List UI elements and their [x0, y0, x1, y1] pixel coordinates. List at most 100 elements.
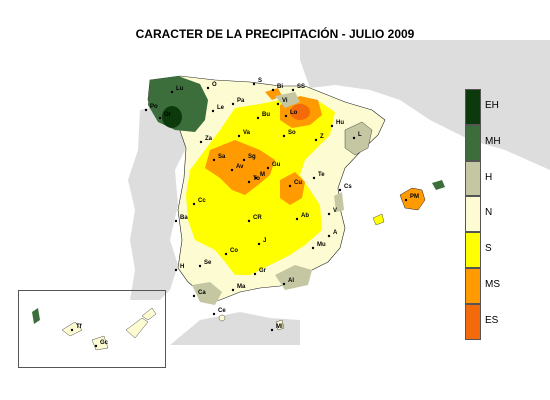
legend-swatch-eh — [465, 89, 481, 125]
station-label-av: Av — [236, 164, 244, 170]
station-dot-lo — [284, 114, 288, 118]
station-dot-o — [206, 86, 210, 90]
legend-label-n: N — [485, 207, 493, 219]
station-label-lu: Lu — [176, 86, 184, 92]
station-label-cs: Cs — [344, 184, 352, 190]
station-dot-a — [327, 234, 331, 238]
station-label-ml: Ml — [276, 324, 283, 330]
region-es-logrono — [290, 104, 310, 120]
station-dot-se — [198, 264, 202, 268]
station-label-ca: Ca — [198, 290, 206, 296]
region-h-valencia-coast — [334, 192, 344, 212]
station-dot-or — [158, 116, 162, 120]
legend-swatch-es — [465, 303, 481, 340]
station-dot-ml — [270, 328, 274, 332]
station-label-a: A — [333, 230, 338, 236]
station-label-bi: Bi — [277, 84, 283, 90]
region-ms-center — [205, 140, 275, 195]
station-label-po: Po — [150, 104, 158, 110]
station-label-bu: Bu — [262, 112, 270, 118]
station-label-gr: Gr — [259, 268, 267, 274]
station-dot-z — [314, 138, 318, 142]
background-land-portugal — [128, 105, 185, 300]
station-label-tf: Tf — [76, 324, 83, 330]
region-ms-cuenca — [280, 172, 305, 205]
legend-swatch-s — [465, 232, 481, 268]
station-label-vi: Vi — [282, 98, 288, 104]
station-dot-pm — [404, 198, 408, 202]
station-labels: Lu O S Bi SS Vi Pa Lo Le Or Po Bu Hu Za Va So Z L Sa Sg Av Gu… — [70, 78, 419, 348]
region-h-lleida — [344, 121, 373, 156]
station-label-gu: Gu — [272, 162, 281, 168]
station-label-va: Va — [243, 130, 251, 136]
station-label-hu: Hu — [336, 120, 344, 126]
station-label-s: S — [258, 78, 262, 84]
station-label-ba: Ba — [180, 215, 188, 221]
station-label-so: So — [288, 130, 296, 136]
legend-swatch-ms — [465, 267, 481, 304]
station-dot-m — [254, 176, 258, 180]
legend-label-ms: MS — [485, 278, 500, 290]
station-dot-ba — [174, 219, 178, 223]
station-label-co: Co — [230, 248, 238, 254]
station-dot-to — [247, 180, 251, 184]
station-dot-hu — [330, 124, 334, 128]
legend-label-s: S — [485, 243, 492, 255]
station-dot-j — [257, 242, 261, 246]
background-land-africa — [170, 312, 300, 345]
station-label-ce: Ce — [218, 308, 226, 314]
station-label-cr: CR — [253, 215, 262, 221]
map-title: CARACTER DE LA PRECIPITACIÓN - JULIO 200… — [135, 27, 415, 41]
station-dot-mu — [311, 246, 315, 250]
station-dot-te — [312, 176, 316, 180]
region-baleares-mallorca — [399, 187, 426, 211]
legend: EH MH H N S MS ES — [465, 89, 501, 340]
region-baleares-ibiza — [372, 213, 385, 226]
station-dot-ab — [295, 217, 299, 221]
legend-swatch-n — [465, 196, 481, 233]
station-label-cu: Cu — [294, 180, 302, 186]
station-dot-v — [327, 212, 331, 216]
station-label-v: V — [333, 208, 337, 214]
station-dot-tf — [70, 328, 74, 332]
station-label-cc: Cc — [198, 198, 206, 204]
station-dot-pa — [231, 102, 235, 106]
station-dot-cr — [247, 219, 251, 223]
station-label-sg: Sg — [248, 154, 256, 160]
station-dot-ce — [212, 312, 216, 316]
station-label-gc: Gc — [100, 340, 109, 346]
station-label-ma: Ma — [237, 284, 246, 290]
legend-label-h: H — [485, 171, 493, 183]
background-land-france — [300, 40, 550, 170]
station-label-se: Se — [204, 260, 212, 266]
station-label-or: Or — [164, 112, 172, 118]
legend-label-mh: MH — [485, 135, 501, 147]
station-label-te: Te — [318, 172, 325, 178]
station-label-mu: Mu — [317, 242, 326, 248]
station-dot-va — [237, 134, 241, 138]
station-label-pm: PM — [410, 194, 419, 200]
region-h-cadiz — [192, 282, 222, 305]
station-dot-le — [211, 109, 215, 113]
station-dot-sg — [242, 158, 246, 162]
station-dot-gc — [94, 344, 98, 348]
station-dot-po — [144, 108, 148, 112]
station-label-ss: SS — [297, 84, 305, 90]
station-dot-sa — [212, 158, 216, 162]
station-label-ab: Ab — [301, 213, 309, 219]
station-label-le: Le — [217, 105, 225, 111]
region-melilla — [275, 319, 285, 331]
station-dot-h — [174, 268, 178, 272]
legend-swatch-mh — [465, 124, 481, 161]
station-dot-vi — [276, 102, 280, 106]
station-label-lo: Lo — [290, 110, 298, 116]
region-baleares-menorca — [432, 180, 445, 190]
region-canarias-lanzarote — [141, 307, 157, 321]
station-dot-gu — [266, 166, 270, 170]
station-dot-cu — [288, 184, 292, 188]
station-dot-ma — [231, 288, 235, 292]
station-label-m: M — [260, 172, 265, 178]
legend-label-es: ES — [485, 314, 499, 326]
station-dot-lu — [170, 90, 174, 94]
region-canarias-fuerteventura — [125, 317, 149, 339]
